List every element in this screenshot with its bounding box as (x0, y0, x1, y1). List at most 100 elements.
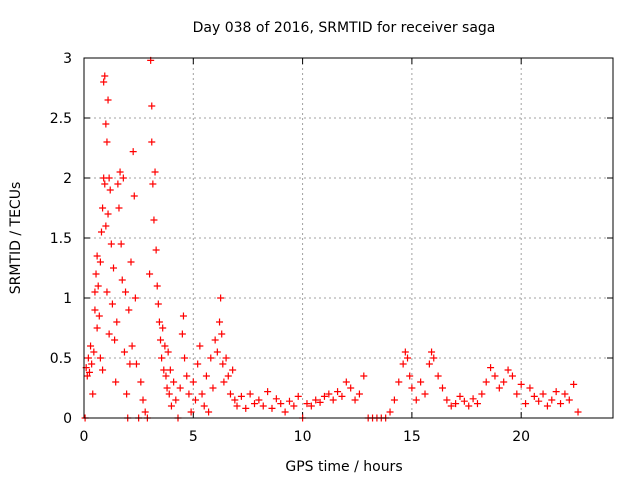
data-point (205, 408, 213, 416)
data-point (202, 372, 210, 380)
data-point (316, 398, 324, 406)
y-tick-label: 0.5 (50, 351, 72, 367)
data-point (127, 258, 135, 266)
data-point (347, 384, 355, 392)
data-point (329, 396, 337, 404)
data-point (399, 360, 407, 368)
data-point (158, 354, 166, 362)
data-point (543, 402, 551, 410)
data-point (183, 372, 191, 380)
data-point (100, 78, 108, 86)
data-point (548, 396, 556, 404)
data-point (216, 318, 224, 326)
data-point (342, 378, 350, 386)
data-point (87, 342, 95, 350)
data-point (218, 330, 226, 338)
data-point (128, 342, 136, 350)
data-points (81, 56, 582, 422)
data-point (417, 378, 425, 386)
data-point (386, 408, 394, 416)
data-point (268, 404, 276, 412)
data-point (408, 384, 416, 392)
data-point (178, 330, 186, 338)
data-point (290, 402, 298, 410)
data-point (90, 348, 98, 356)
data-point (120, 348, 128, 356)
data-point (251, 400, 259, 408)
data-point (207, 354, 215, 362)
data-point (104, 210, 112, 218)
data-point (312, 396, 320, 404)
data-point (539, 390, 547, 398)
axis-ticks: 0 0.5 1 1.5 2 2.5 3 0 5 10 15 20 (50, 51, 613, 445)
data-point (146, 270, 154, 278)
data-point (226, 390, 234, 398)
data-point (149, 180, 157, 188)
data-point (113, 318, 121, 326)
data-point (434, 372, 442, 380)
data-point (154, 300, 162, 308)
data-point (129, 148, 137, 156)
data-point (106, 186, 114, 194)
data-point (94, 282, 102, 290)
data-point (294, 392, 302, 400)
data-point (102, 120, 110, 128)
data-point (456, 392, 464, 400)
data-point (285, 397, 293, 405)
data-point (334, 388, 342, 396)
data-point (211, 336, 219, 344)
data-point (487, 364, 495, 372)
x-tick-label: 5 (189, 429, 198, 445)
data-point (303, 400, 311, 408)
x-tick-label: 10 (294, 429, 312, 445)
data-point (526, 384, 534, 392)
data-point (161, 342, 169, 350)
data-point (150, 216, 158, 224)
data-point (565, 396, 573, 404)
data-point (160, 366, 168, 374)
x-tick-label: 20 (512, 429, 530, 445)
data-point (114, 180, 122, 188)
data-point (122, 288, 130, 296)
data-point (219, 360, 227, 368)
data-point (157, 336, 165, 344)
data-point (224, 372, 232, 380)
data-point (200, 402, 208, 410)
data-point (272, 395, 280, 403)
data-point (123, 390, 131, 398)
data-point (117, 240, 125, 248)
grid (84, 58, 613, 418)
data-point (443, 396, 451, 404)
data-point (425, 360, 433, 368)
data-point (185, 390, 193, 398)
data-point (561, 390, 569, 398)
data-point (137, 378, 145, 386)
y-axis-label: SRMTID / TECUs (8, 182, 24, 295)
data-point (209, 384, 217, 392)
data-point (517, 380, 525, 388)
data-point (491, 372, 499, 380)
data-point (91, 288, 99, 296)
data-point (473, 400, 481, 408)
data-point (452, 400, 460, 408)
data-point (108, 300, 116, 308)
data-point (220, 378, 228, 386)
data-point (118, 276, 126, 284)
data-point (307, 402, 315, 410)
data-point (495, 384, 503, 392)
data-point (107, 240, 115, 248)
data-point (164, 348, 172, 356)
data-point (360, 372, 368, 380)
data-point (217, 294, 225, 302)
data-point (469, 395, 477, 403)
data-point (513, 390, 521, 398)
data-point (155, 318, 163, 326)
data-point (259, 402, 267, 410)
data-point (478, 390, 486, 398)
data-point (325, 390, 333, 398)
data-point (111, 336, 119, 344)
data-point (85, 368, 93, 376)
data-point (96, 258, 104, 266)
data-point (93, 252, 101, 260)
data-point (465, 402, 473, 410)
